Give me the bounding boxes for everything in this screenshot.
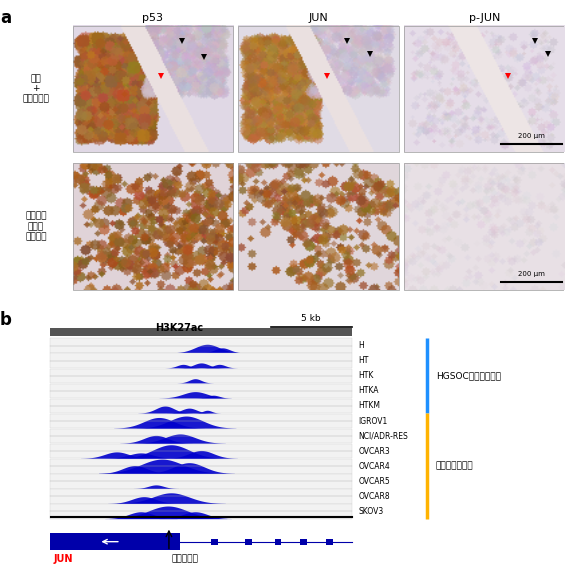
- Bar: [238, 164, 398, 290]
- Bar: [238, 26, 398, 152]
- Text: HGSOCモデル細胞株: HGSOCモデル細胞株: [436, 371, 501, 381]
- Text: OVCAR8: OVCAR8: [359, 492, 390, 501]
- Text: NCI/ADR-RES: NCI/ADR-RES: [359, 432, 409, 441]
- Text: JUN: JUN: [308, 13, 328, 23]
- Text: 200 μm: 200 μm: [518, 133, 544, 139]
- Text: OVCAR5: OVCAR5: [359, 477, 390, 486]
- Text: SKOV3: SKOV3: [359, 507, 384, 516]
- Bar: [50, 354, 352, 368]
- Text: OVCAR4: OVCAR4: [359, 461, 390, 471]
- Text: p-JUN: p-JUN: [469, 13, 500, 23]
- Bar: [50, 444, 352, 459]
- Text: 転写開始点: 転写開始点: [172, 554, 198, 564]
- Bar: [404, 164, 564, 290]
- Text: 200 μm: 200 μm: [518, 271, 544, 277]
- Text: 高異型度
漿液性
卵巣がん: 高異型度 漿液性 卵巣がん: [25, 212, 47, 242]
- Bar: [50, 504, 352, 519]
- Bar: [50, 429, 352, 443]
- Bar: [246, 538, 252, 545]
- Text: 卵巣がん細胞株: 卵巣がん細胞株: [436, 461, 474, 471]
- Text: a: a: [0, 9, 11, 26]
- Bar: [404, 26, 564, 152]
- Text: H: H: [359, 341, 364, 350]
- Text: HTKM: HTKM: [359, 401, 381, 410]
- Bar: [50, 399, 352, 413]
- Bar: [50, 383, 352, 398]
- Text: 卵管
+
上皮内がん: 卵管 + 上皮内がん: [22, 74, 49, 104]
- Bar: [50, 489, 352, 503]
- Bar: [211, 538, 218, 545]
- Text: p53: p53: [142, 13, 163, 23]
- Text: OVCAR3: OVCAR3: [359, 447, 390, 456]
- Bar: [50, 459, 352, 474]
- Bar: [300, 538, 307, 545]
- Text: JUN: JUN: [53, 554, 73, 564]
- Bar: [73, 26, 233, 152]
- Bar: [73, 164, 233, 290]
- Text: HTK: HTK: [359, 371, 374, 381]
- Bar: [275, 538, 282, 545]
- Bar: [326, 538, 333, 545]
- Text: b: b: [0, 312, 12, 329]
- Bar: [50, 339, 352, 353]
- Text: H3K27ac: H3K27ac: [155, 323, 203, 333]
- Text: 5 kb: 5 kb: [302, 314, 321, 323]
- Bar: [50, 474, 352, 488]
- Bar: [50, 414, 352, 428]
- Text: IGROV1: IGROV1: [359, 417, 388, 425]
- Bar: [50, 328, 352, 336]
- Bar: [50, 533, 180, 550]
- Text: HTKA: HTKA: [359, 386, 379, 395]
- Bar: [50, 369, 352, 383]
- Text: HT: HT: [359, 356, 369, 365]
